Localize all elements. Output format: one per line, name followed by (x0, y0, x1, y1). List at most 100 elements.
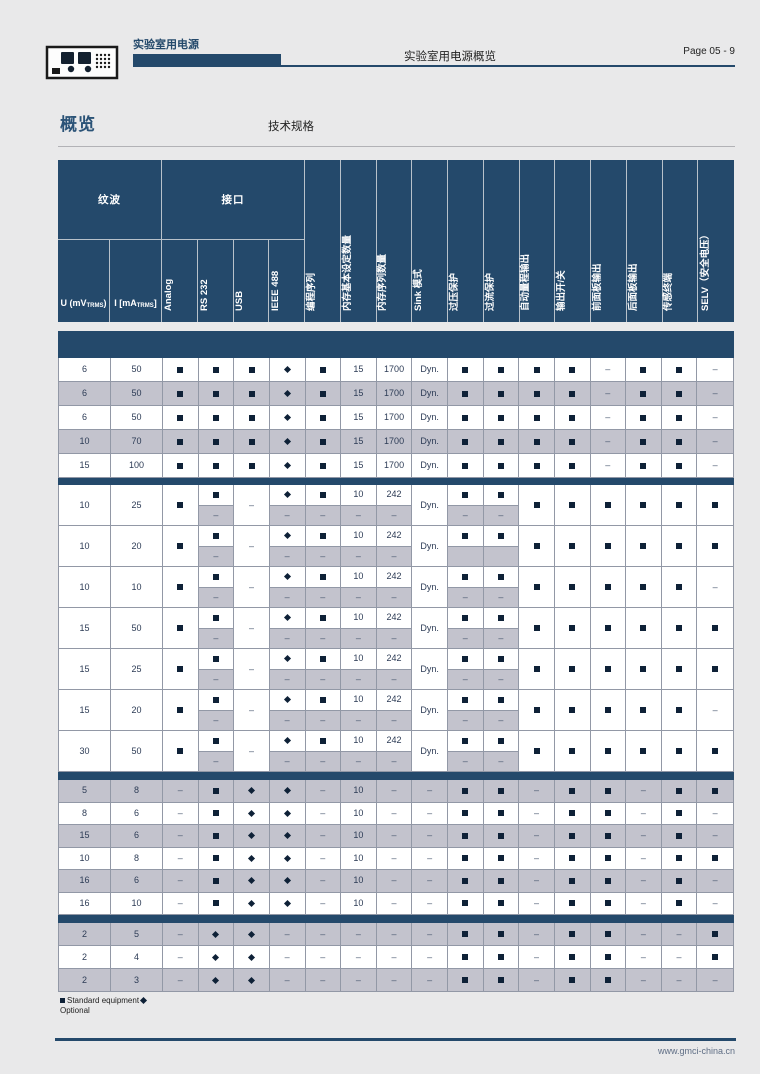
standard-square-icon (533, 462, 540, 469)
table-cell (555, 892, 591, 914)
dash-value: – (249, 581, 255, 592)
cell-value: 1700 (384, 436, 405, 446)
block-separator (58, 772, 734, 780)
footer-website-link[interactable]: www.gmci-china.cn (657, 1046, 735, 1056)
table-cell: – (341, 946, 377, 968)
table-row: 2 5 – – – – – – – – – (58, 923, 734, 946)
dash-value: – (640, 807, 646, 818)
block-separator (58, 331, 734, 358)
table-cell (484, 825, 520, 847)
table-cell (662, 454, 698, 477)
table-cell: – (448, 731, 484, 771)
dash-value: – (427, 897, 433, 908)
table-cell: 50 (111, 731, 163, 771)
table-cell (591, 567, 627, 607)
table-cell: 1700 (377, 382, 413, 405)
cell-value: 16 (79, 897, 90, 908)
standard-square-icon (177, 502, 184, 508)
table-cell: – (306, 802, 342, 824)
cell-value: 8 (133, 852, 139, 863)
dash-value: – (391, 951, 397, 962)
dash-value: – (249, 499, 255, 510)
standard-square-icon (497, 810, 504, 817)
table-cell (591, 526, 627, 566)
standard-square-icon (640, 625, 647, 631)
standard-square-icon (462, 462, 469, 469)
table-cell (484, 430, 520, 453)
cell-value: Dyn. (420, 388, 439, 398)
table-cell: 242 – (376, 690, 413, 730)
table-cell: – (483, 567, 520, 607)
table-cell (448, 358, 484, 381)
table-row: 8 6 – – 10 – – – – – (58, 802, 734, 825)
cell-bottom-half: – (305, 750, 341, 771)
dash-value: – (355, 974, 361, 985)
table-row: 10 8 – – 10 – – – – (58, 847, 734, 870)
column-header-sense-terminal: 传感终端 (663, 160, 699, 322)
cell-bottom-half: – (269, 627, 305, 648)
table-cell: – (662, 969, 698, 991)
standard-square-icon (604, 625, 611, 631)
table-cell (519, 690, 555, 730)
standard-square-icon (212, 855, 219, 862)
standard-square-icon (497, 491, 504, 498)
standard-square-icon (604, 954, 611, 960)
standard-square-icon (319, 462, 326, 469)
table-cell (199, 430, 235, 453)
dash-value: – (355, 714, 361, 725)
table-cell (555, 946, 591, 968)
dash-value: – (498, 591, 504, 602)
cell-top-half (306, 731, 341, 751)
table-cell: – (483, 690, 520, 730)
cell-value: 242 (386, 489, 402, 500)
dash-value: – (640, 830, 646, 841)
table-cell: 6 (111, 870, 163, 892)
cell-bottom-half: – (448, 627, 483, 648)
table-cell: – (412, 923, 448, 945)
dash-value: – (284, 550, 290, 561)
standard-square-icon (676, 366, 683, 373)
table-cell: 1700 (377, 358, 413, 381)
table-cell (662, 690, 698, 730)
cell-bottom-half: – (448, 750, 483, 771)
standard-square-icon (569, 877, 576, 884)
cell-top-half (484, 608, 519, 628)
cell-value: 25 (131, 663, 142, 674)
table-cell: 30 (59, 731, 111, 771)
table-cell: 242 – (376, 526, 413, 566)
table-cell: 50 (111, 358, 163, 381)
optional-diamond-icon (248, 877, 256, 885)
table-cell: – (270, 969, 306, 991)
optional-diamond-icon (283, 787, 291, 795)
cell-value: 5 (133, 928, 139, 939)
table-cell: – (198, 567, 235, 607)
table-cell (234, 870, 270, 892)
table-cell: – (269, 649, 306, 689)
standard-square-icon (319, 532, 326, 539)
standard-square-icon (319, 438, 326, 445)
table-cell: 20 (111, 690, 163, 730)
standard-square-icon (319, 491, 326, 498)
cell-bottom-half: – (376, 709, 412, 730)
table-cell: – (234, 485, 270, 525)
table-cell (591, 870, 627, 892)
table-cell (270, 847, 306, 869)
table-cell (270, 430, 306, 453)
table-cell: – (306, 870, 342, 892)
table-row: 15 20 – – – – 10 – 242 – Dyn. – – – (58, 690, 734, 731)
table-cell (662, 567, 698, 607)
cell-top-half (448, 567, 483, 587)
table-cell (626, 690, 662, 730)
standard-square-icon (712, 502, 719, 508)
cell-bottom-half (483, 545, 519, 566)
cell-bottom-half: – (483, 709, 519, 730)
table-cell (697, 848, 733, 870)
table-cell: 1700 (377, 430, 413, 453)
standard-square-icon (319, 390, 326, 397)
table-cell: Dyn. (412, 430, 448, 453)
dash-value: – (391, 714, 397, 725)
optional-diamond-icon (283, 737, 291, 745)
standard-square-icon (462, 737, 469, 744)
optional-diamond-icon (283, 437, 291, 446)
